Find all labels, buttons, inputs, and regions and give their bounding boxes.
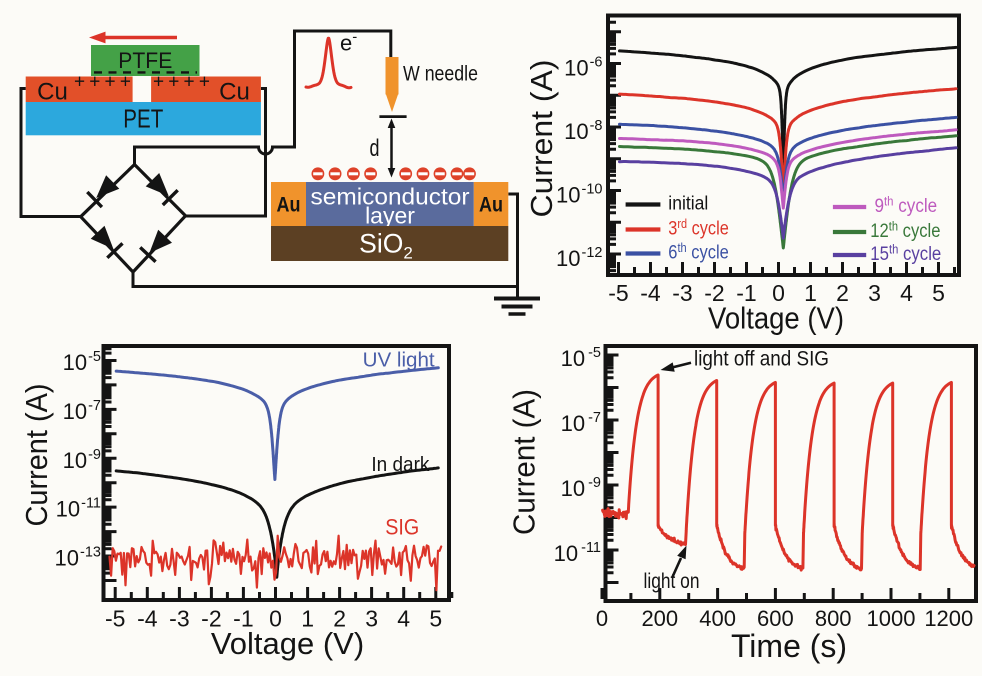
svg-text:400: 400 [699, 606, 736, 631]
svg-text:0: 0 [596, 606, 608, 631]
svg-text:3: 3 [868, 280, 881, 306]
svg-text:1: 1 [301, 606, 314, 632]
svg-text:600: 600 [757, 606, 794, 631]
svg-text:-3: -3 [672, 280, 692, 306]
svg-text:Au: Au [479, 194, 503, 217]
svg-text:d: d [370, 135, 380, 162]
svg-text:2: 2 [836, 280, 849, 306]
svg-text:Time (s): Time (s) [731, 628, 847, 664]
svg-text:9th cycle: 9th cycle [875, 194, 938, 218]
svg-text:10-9: 10-9 [63, 447, 101, 473]
svg-text:+: + [120, 72, 131, 93]
svg-text:-1: -1 [736, 280, 756, 306]
svg-text:layer: layer [365, 203, 415, 229]
svg-text:0: 0 [269, 606, 282, 632]
svg-text:+: + [199, 72, 210, 93]
svg-text:15th cycle: 15th cycle [870, 242, 941, 266]
svg-text:SIG: SIG [385, 515, 419, 540]
svg-text:Cu: Cu [219, 79, 250, 106]
svg-text:2: 2 [333, 606, 346, 632]
svg-text:-4: -4 [640, 280, 661, 306]
svg-text:+: + [89, 72, 100, 93]
svg-text:light on: light on [644, 570, 700, 593]
svg-text:+: + [153, 72, 164, 93]
svg-text:-4: -4 [137, 606, 158, 632]
svg-text:5: 5 [932, 280, 945, 306]
svg-text:3rd cycle: 3rd cycle [668, 216, 729, 240]
svg-text:800: 800 [815, 606, 852, 631]
svg-text:Current (A): Current (A) [507, 389, 542, 535]
svg-text:-2: -2 [704, 280, 724, 306]
svg-text:0: 0 [772, 280, 785, 306]
svg-text:1000: 1000 [867, 606, 916, 631]
svg-text:Current (A): Current (A) [19, 384, 54, 527]
svg-text:Voltage (V): Voltage (V) [211, 626, 364, 661]
svg-text:4: 4 [397, 606, 410, 632]
svg-text:-3: -3 [169, 606, 189, 632]
svg-text:Au: Au [277, 194, 301, 217]
svg-text:W needle: W needle [403, 63, 478, 86]
svg-text:1: 1 [804, 280, 817, 306]
svg-text:+: + [74, 72, 85, 93]
svg-text:+: + [168, 72, 179, 93]
svg-text:-5: -5 [608, 280, 628, 306]
svg-text:-5: -5 [105, 606, 125, 632]
svg-text:+: + [105, 72, 116, 93]
svg-text:1200: 1200 [924, 606, 973, 631]
svg-text:-1: -1 [233, 606, 253, 632]
svg-text:200: 200 [641, 606, 678, 631]
svg-text:UV light: UV light [363, 350, 435, 372]
svg-text:6th cycle: 6th cycle [668, 240, 729, 264]
svg-text:+: + [184, 72, 195, 93]
svg-text:10-8: 10-8 [564, 118, 602, 144]
svg-text:Voltage (V): Voltage (V) [708, 301, 844, 336]
svg-text:12th cycle: 12th cycle [870, 219, 940, 243]
svg-text:4: 4 [900, 280, 913, 306]
svg-text:PTFE: PTFE [118, 48, 172, 73]
svg-text:In dark: In dark [371, 454, 430, 476]
svg-text:-2: -2 [201, 606, 221, 632]
svg-text:initial: initial [668, 193, 708, 215]
svg-text:SiO2: SiO2 [359, 229, 413, 263]
svg-text:light off and SIG: light off and SIG [694, 348, 829, 371]
svg-text:PET: PET [123, 104, 163, 134]
svg-text:3: 3 [365, 606, 378, 632]
svg-text:semiconductor: semiconductor [311, 184, 470, 210]
svg-text:Current (A): Current (A) [524, 60, 559, 218]
svg-text:5: 5 [429, 606, 442, 632]
svg-text:Cu: Cu [37, 79, 68, 106]
